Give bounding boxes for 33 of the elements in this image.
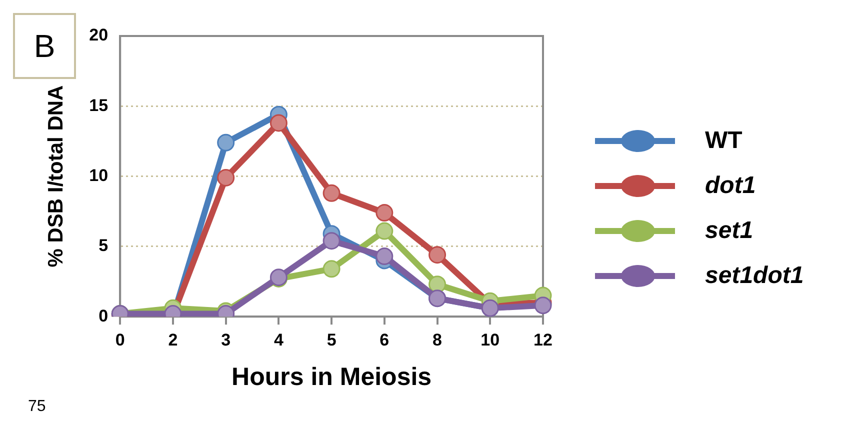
point (322, 260, 340, 278)
y-axis-title: % DSB I/total DNA (44, 85, 68, 268)
point (217, 168, 235, 186)
x-tick-label: 10 (480, 330, 500, 350)
legend-label: WT (705, 126, 742, 154)
y-tick-label: 15 (89, 96, 108, 115)
y-tick-label: 5 (98, 236, 108, 256)
point (270, 114, 288, 132)
legend-label: set1 (705, 216, 754, 244)
x-axis-title: Hours in Meiosis (232, 362, 432, 391)
legend-label: set1dot1 (705, 262, 804, 290)
x-tick-label: 0 (115, 330, 125, 350)
x-tick-label: 6 (380, 330, 390, 350)
text: 75 (28, 398, 46, 416)
point (322, 232, 340, 250)
point (376, 204, 394, 222)
point (376, 222, 394, 240)
point (217, 134, 235, 152)
x-tick-label: 5 (326, 330, 336, 350)
point (322, 184, 340, 202)
legend-label: dot1 (705, 172, 756, 200)
point (376, 248, 394, 266)
point (428, 276, 446, 294)
y-tick-label: 0 (98, 306, 108, 326)
y-tick-label: 20 (89, 26, 108, 45)
y-tick-label: 10 (89, 166, 108, 185)
point (428, 246, 446, 264)
x-tick-label: 3 (221, 330, 231, 350)
x-tick-label: 2 (168, 330, 178, 350)
x-tick-label: 12 (534, 330, 552, 350)
text: B (13, 13, 76, 79)
x-tick-label: 8 (432, 330, 442, 350)
x-tick-label: 4 (274, 330, 284, 350)
